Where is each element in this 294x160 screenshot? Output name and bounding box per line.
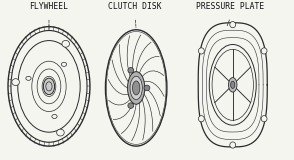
Ellipse shape bbox=[133, 81, 140, 95]
Ellipse shape bbox=[12, 79, 19, 85]
Ellipse shape bbox=[230, 142, 236, 148]
Ellipse shape bbox=[106, 30, 167, 146]
Ellipse shape bbox=[228, 78, 237, 92]
Ellipse shape bbox=[43, 78, 55, 95]
Ellipse shape bbox=[18, 41, 80, 132]
Text: PRESSURE PLATE: PRESSURE PLATE bbox=[196, 2, 265, 11]
Ellipse shape bbox=[128, 68, 134, 73]
Ellipse shape bbox=[144, 85, 150, 91]
Ellipse shape bbox=[57, 129, 64, 136]
Text: FLYWHEEL: FLYWHEEL bbox=[29, 2, 69, 11]
Ellipse shape bbox=[261, 48, 267, 54]
Ellipse shape bbox=[130, 76, 142, 100]
Ellipse shape bbox=[26, 76, 31, 80]
Ellipse shape bbox=[52, 114, 57, 119]
Ellipse shape bbox=[128, 72, 145, 104]
Ellipse shape bbox=[261, 116, 267, 122]
Ellipse shape bbox=[198, 116, 204, 122]
Ellipse shape bbox=[198, 48, 204, 54]
Ellipse shape bbox=[128, 103, 134, 108]
Ellipse shape bbox=[230, 22, 236, 28]
Text: CLUTCH DISK: CLUTCH DISK bbox=[108, 2, 162, 11]
Ellipse shape bbox=[11, 31, 87, 142]
Ellipse shape bbox=[61, 62, 67, 66]
Ellipse shape bbox=[8, 27, 90, 146]
Ellipse shape bbox=[209, 44, 256, 125]
Polygon shape bbox=[198, 23, 267, 147]
Ellipse shape bbox=[62, 40, 69, 47]
Ellipse shape bbox=[230, 81, 235, 88]
